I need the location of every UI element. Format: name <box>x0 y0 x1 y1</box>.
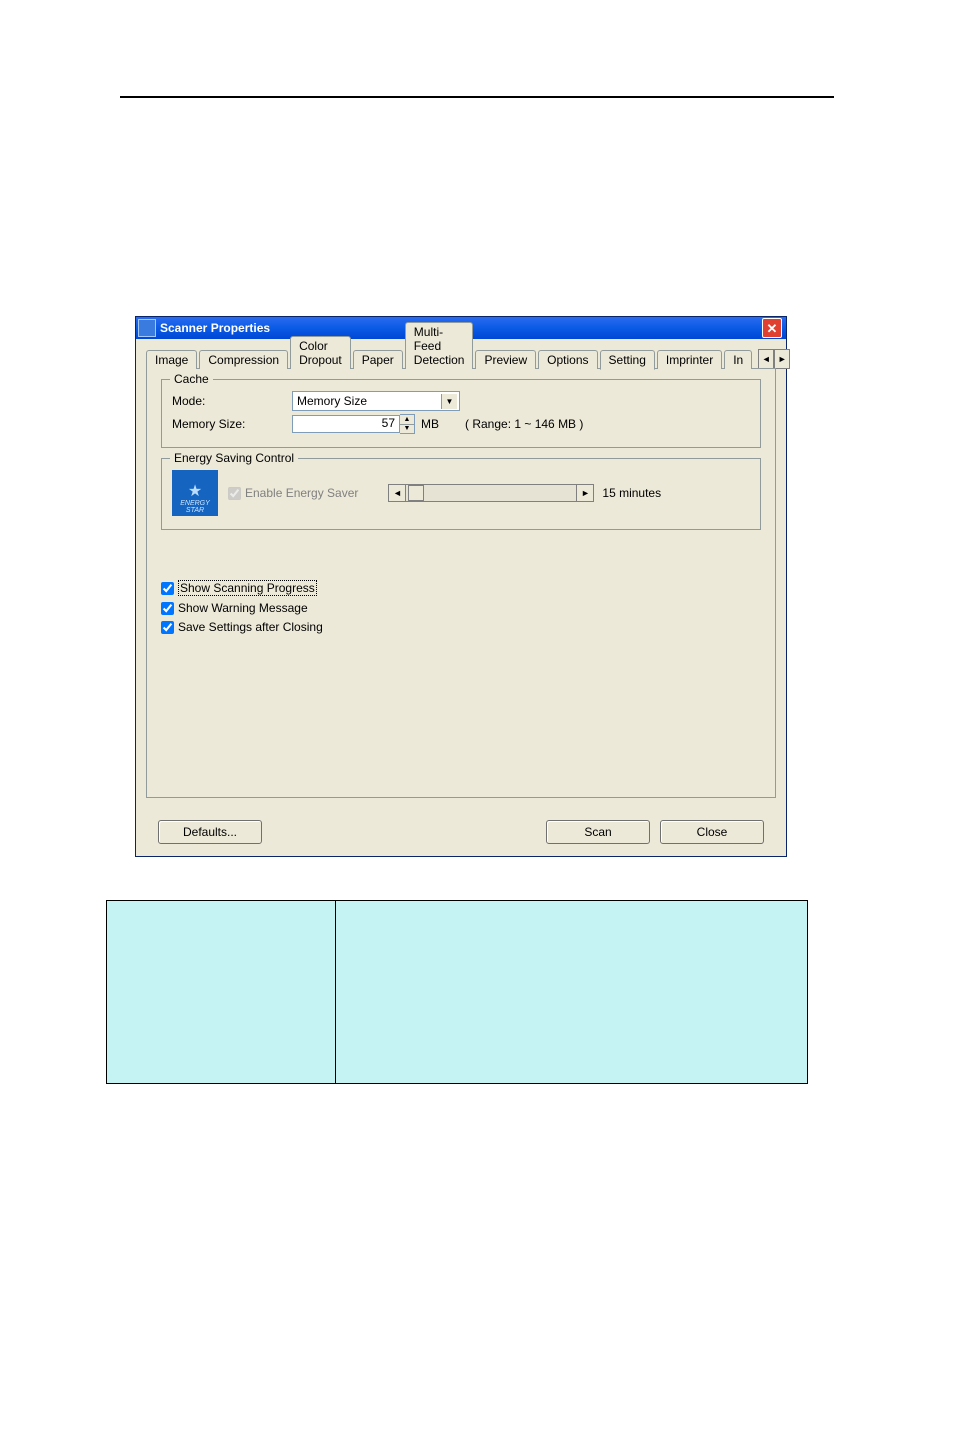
show-warning-input[interactable] <box>161 602 174 615</box>
info-table <box>106 900 808 1084</box>
slider-thumb[interactable] <box>408 485 424 501</box>
energy-slider: ◄ ► <box>388 484 594 502</box>
button-row: Defaults... Scan Close <box>146 820 776 844</box>
show-progress-checkbox[interactable]: Show Scanning Progress <box>161 580 761 596</box>
tab-overflow[interactable]: In <box>724 350 752 369</box>
memory-unit: MB <box>421 417 439 431</box>
tab-image[interactable]: Image <box>146 350 197 369</box>
mode-label: Mode: <box>172 394 292 408</box>
tab-paper[interactable]: Paper <box>353 350 403 369</box>
info-cell-right <box>336 901 808 1084</box>
defaults-button[interactable]: Defaults... <box>158 820 262 844</box>
save-settings-input[interactable] <box>161 621 174 634</box>
memory-size-label: Memory Size: <box>172 417 292 431</box>
cache-legend: Cache <box>170 372 213 386</box>
tab-options[interactable]: Options <box>538 350 597 369</box>
tab-scroll: ◄ ► <box>758 349 790 369</box>
tab-scroll-right-icon[interactable]: ► <box>774 349 790 369</box>
mode-select[interactable]: Memory Size ▼ <box>292 391 460 411</box>
slider-value: 15 minutes <box>602 486 661 500</box>
spinner-buttons: ▲ ▼ <box>400 414 415 434</box>
tab-compression[interactable]: Compression <box>199 350 288 369</box>
client-area: Image Compression Color Dropout Paper Mu… <box>136 339 786 856</box>
tab-scroll-left-icon[interactable]: ◄ <box>758 349 774 369</box>
enable-energy-saver-checkbox[interactable]: Enable Energy Saver <box>228 486 358 500</box>
misc-checks: Show Scanning Progress Show Warning Mess… <box>161 580 761 634</box>
spin-up-icon[interactable]: ▲ <box>400 415 414 425</box>
info-cell-left <box>107 901 336 1084</box>
close-button[interactable]: Close <box>660 820 764 844</box>
slider-right-icon[interactable]: ► <box>576 484 594 502</box>
memory-size-input[interactable]: 57 <box>292 415 400 433</box>
doc-divider <box>120 96 834 98</box>
close-icon[interactable]: ✕ <box>762 318 782 338</box>
app-icon <box>138 319 156 337</box>
memory-range: ( Range: 1 ~ 146 MB ) <box>465 417 583 431</box>
table-row <box>107 901 808 1084</box>
tab-imprinter[interactable]: Imprinter <box>657 350 722 369</box>
tab-setting[interactable]: Setting <box>600 350 655 370</box>
dialog-window: Scanner Properties ✕ Image Compression C… <box>135 316 787 857</box>
tab-preview[interactable]: Preview <box>475 350 536 369</box>
show-warning-checkbox[interactable]: Show Warning Message <box>161 601 761 615</box>
enable-energy-saver-input[interactable] <box>228 487 241 500</box>
show-progress-label: Show Scanning Progress <box>178 580 317 596</box>
scan-button[interactable]: Scan <box>546 820 650 844</box>
save-settings-checkbox[interactable]: Save Settings after Closing <box>161 620 761 634</box>
chevron-down-icon: ▼ <box>441 394 457 409</box>
slider-left-icon[interactable]: ◄ <box>388 484 406 502</box>
spin-down-icon[interactable]: ▼ <box>400 425 414 434</box>
energy-group: Energy Saving Control ★ ENERGY STAR Enab… <box>161 458 761 530</box>
tab-bar: Image Compression Color Dropout Paper Mu… <box>146 347 776 369</box>
cache-group: Cache Mode: Memory Size ▼ Memory Size: 5… <box>161 379 761 448</box>
memory-size-spinner: 57 ▲ ▼ <box>292 414 415 434</box>
enable-energy-saver-label: Enable Energy Saver <box>245 486 358 500</box>
show-warning-label: Show Warning Message <box>178 601 308 615</box>
tab-color-dropout[interactable]: Color Dropout <box>290 336 351 369</box>
show-progress-input[interactable] <box>161 582 174 595</box>
slider-track[interactable] <box>406 484 576 502</box>
save-settings-label: Save Settings after Closing <box>178 620 323 634</box>
tab-multifeed[interactable]: Multi-Feed Detection <box>405 322 474 369</box>
tab-page-setting: Cache Mode: Memory Size ▼ Memory Size: 5… <box>146 369 776 798</box>
mode-select-value: Memory Size <box>297 394 367 408</box>
energy-logo-text: ENERGY STAR <box>172 500 218 514</box>
energy-star-icon: ★ ENERGY STAR <box>172 470 218 516</box>
energy-legend: Energy Saving Control <box>170 451 298 465</box>
